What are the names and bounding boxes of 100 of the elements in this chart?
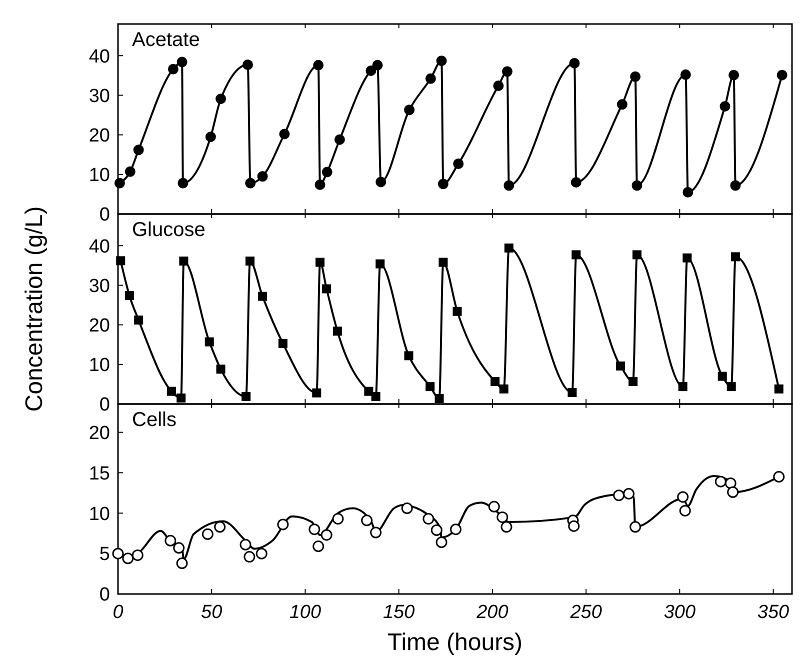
point xyxy=(205,132,216,142)
point xyxy=(430,524,442,536)
point xyxy=(438,178,448,190)
point xyxy=(504,180,514,191)
chart-title: Acetate xyxy=(132,29,200,51)
point xyxy=(622,488,634,500)
point xyxy=(114,178,125,188)
x-axis-title: Time (hours) xyxy=(387,629,523,656)
point xyxy=(630,521,642,533)
point xyxy=(179,256,188,266)
point xyxy=(568,388,577,398)
x-tick-label: 100 xyxy=(289,602,322,623)
point xyxy=(774,384,784,394)
point xyxy=(404,351,414,360)
point xyxy=(116,256,126,266)
point xyxy=(364,386,374,396)
point xyxy=(258,292,268,301)
y-tick-label: 20 xyxy=(88,315,110,336)
point xyxy=(334,134,345,145)
point xyxy=(500,521,512,533)
point xyxy=(277,518,289,530)
point xyxy=(630,71,641,82)
point xyxy=(632,250,642,260)
point xyxy=(504,244,514,253)
point xyxy=(178,178,188,188)
point xyxy=(453,158,464,169)
point xyxy=(730,252,740,262)
y-tick-label: 15 xyxy=(88,463,110,484)
point xyxy=(570,177,582,188)
x-tick-label: 150 xyxy=(382,602,416,623)
point xyxy=(490,376,500,386)
point xyxy=(313,60,324,70)
point xyxy=(371,392,380,401)
y-tick-label: 5 xyxy=(99,544,110,566)
point xyxy=(436,56,447,66)
point xyxy=(322,284,332,294)
point xyxy=(376,176,386,188)
point xyxy=(132,549,144,561)
point xyxy=(572,250,581,260)
y-tick-label: 0 xyxy=(99,204,110,226)
point xyxy=(133,144,144,156)
point xyxy=(613,490,625,502)
point xyxy=(322,166,332,178)
point xyxy=(314,179,326,190)
point xyxy=(361,514,373,526)
point xyxy=(370,526,382,538)
point xyxy=(499,384,508,394)
y-tick-label: 10 xyxy=(88,165,110,186)
point xyxy=(176,56,188,68)
y-tick-label: 10 xyxy=(88,504,110,525)
point xyxy=(257,171,268,182)
point xyxy=(720,101,730,112)
point xyxy=(632,180,642,191)
x-tick-label: 250 xyxy=(569,602,602,623)
point xyxy=(730,180,741,191)
chart-title: Glucose xyxy=(132,219,206,241)
x-tick-label: 300 xyxy=(664,602,696,623)
point xyxy=(202,528,214,540)
point xyxy=(714,476,726,488)
point xyxy=(256,548,268,560)
point xyxy=(312,388,322,398)
point xyxy=(216,364,226,374)
point xyxy=(216,94,226,104)
point xyxy=(404,104,415,116)
point xyxy=(724,477,736,489)
y-axis-title: Concentration (g/L) xyxy=(21,206,48,412)
point xyxy=(434,394,444,403)
y-tick-label: 40 xyxy=(88,46,110,68)
point xyxy=(122,552,134,564)
point xyxy=(366,65,376,76)
x-tick-label: 50 xyxy=(201,602,223,623)
point xyxy=(680,69,691,80)
x-tick-label: 0 xyxy=(112,602,124,623)
point xyxy=(502,66,512,77)
point xyxy=(773,471,785,483)
point xyxy=(728,70,740,80)
point xyxy=(164,534,176,546)
point xyxy=(718,372,727,381)
point xyxy=(496,511,508,523)
point xyxy=(176,558,188,570)
point xyxy=(376,259,385,268)
y-tick-label: 20 xyxy=(88,422,110,444)
y-tick-label: 30 xyxy=(88,86,110,107)
point xyxy=(682,253,692,262)
point xyxy=(245,178,256,188)
point xyxy=(242,60,253,70)
point xyxy=(242,392,251,401)
point xyxy=(176,394,186,403)
point xyxy=(112,548,124,560)
point xyxy=(332,513,344,525)
y-tick-label: 20 xyxy=(88,125,110,146)
x-tick-label: 200 xyxy=(476,602,509,623)
point xyxy=(452,306,462,316)
point xyxy=(488,500,500,512)
y-tick-label: 0 xyxy=(99,394,110,416)
y-tick-label: 30 xyxy=(88,276,110,297)
point xyxy=(426,382,435,392)
point xyxy=(204,337,214,346)
x-tick-label: 350 xyxy=(757,602,790,623)
point xyxy=(168,64,178,74)
